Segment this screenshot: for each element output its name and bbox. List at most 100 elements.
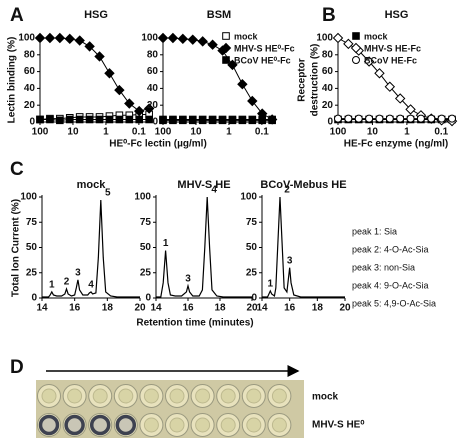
peak-note: peak 3: non-Sia [352, 262, 415, 272]
y-tick-label: 80 [322, 49, 334, 60]
well-center [143, 417, 159, 433]
x-tick-label: 1 [103, 127, 109, 138]
x-tick-label: 1 [404, 127, 410, 138]
marker [167, 32, 179, 44]
marker [94, 51, 105, 62]
y-tick-label: 50 [246, 242, 258, 253]
marker [169, 116, 177, 125]
x-tick-label: 20 [339, 303, 351, 314]
y-tick-label: 25 [26, 267, 38, 278]
marker [157, 32, 169, 44]
peak-label: 4 [211, 185, 217, 196]
y-tick-label: 0 [251, 293, 257, 304]
y-tick-label: 50 [140, 242, 152, 253]
y-tick-label: 60 [24, 66, 36, 77]
y-tick-label: 80 [147, 49, 159, 60]
peak-label: 1 [268, 279, 274, 290]
marker [56, 116, 64, 125]
legend-label: BCoV HE⁰-Fc [234, 55, 291, 65]
marker [125, 115, 134, 124]
y-tick-label: 100 [240, 192, 257, 203]
marker [437, 114, 446, 123]
series-line [156, 196, 252, 298]
marker [208, 116, 217, 125]
marker [134, 105, 145, 117]
marker [238, 116, 247, 125]
y-tick-label: 20 [147, 100, 159, 111]
well-center [195, 388, 211, 404]
marker [34, 32, 46, 44]
well-center [220, 417, 236, 433]
marker [427, 114, 436, 123]
marker [222, 32, 230, 40]
marker [343, 38, 354, 50]
legend-label: mock [364, 31, 389, 41]
x-tick-label: 100 [32, 127, 49, 138]
x-tick-label: 14 [36, 303, 48, 314]
plate-row-label: MHV-S HE⁰ [312, 420, 364, 431]
panel-letter: A [10, 5, 24, 26]
marker [207, 39, 218, 50]
x-tick-label: 20 [134, 303, 146, 314]
legend-label: MHV-S HE⁰-Fc [234, 43, 295, 53]
marker [332, 32, 344, 44]
y-tick-label: 100 [134, 192, 151, 203]
marker [416, 114, 425, 123]
series-line [42, 200, 140, 298]
chart-title: mock [77, 179, 107, 191]
x-tick-label: 18 [102, 303, 114, 314]
x-tick-label: 14 [150, 303, 162, 314]
well-center [169, 388, 185, 404]
panel-letter: D [10, 357, 24, 378]
x-tick-label: 0.1 [255, 127, 269, 138]
marker [197, 36, 208, 47]
y-axis-label: Total Ion Current (%) [11, 199, 22, 297]
marker [220, 42, 232, 54]
marker [350, 42, 362, 54]
marker [54, 32, 66, 44]
legend-label: BCoV HE-Fc [364, 55, 417, 65]
marker [36, 115, 44, 124]
y-tick-label: 100 [18, 33, 35, 44]
marker [64, 33, 75, 45]
x-tick-label: 16 [69, 303, 81, 314]
marker [74, 35, 85, 46]
marker [384, 81, 396, 92]
well-ring [89, 414, 111, 436]
y-axis-label: Receptor [297, 58, 308, 101]
marker [406, 114, 415, 123]
marker [228, 116, 237, 125]
marker [396, 114, 405, 123]
x-tick-label: 1 [226, 127, 232, 138]
x-tick-label: 100 [155, 127, 172, 138]
y-tick-label: 25 [246, 267, 258, 278]
marker [135, 115, 144, 124]
peak-label: 3 [185, 274, 191, 285]
marker [44, 32, 56, 44]
legend-label: mock [234, 31, 259, 41]
panel-letter: B [322, 5, 336, 26]
marker [237, 78, 248, 90]
y-tick-label: 80 [24, 49, 36, 60]
x-axis-label: HE-Fc enzyme (ng/ml) [344, 139, 448, 150]
x-tick-label: 16 [182, 303, 194, 314]
well-center [143, 388, 159, 404]
marker [374, 68, 385, 79]
y-tick-label: 75 [246, 217, 258, 228]
x-tick-label: 10 [367, 127, 379, 138]
chart-title: BCoV-Mebus HE [260, 179, 346, 191]
chart-title: HSG [84, 9, 108, 21]
marker [354, 114, 363, 123]
y-axis-label: Lectin binding (%) [7, 37, 18, 124]
well-center [246, 417, 262, 433]
y-axis-label: destruction (%) [310, 44, 321, 117]
marker [258, 116, 267, 125]
y-tick-label: 0 [31, 293, 37, 304]
well-ring [38, 414, 60, 436]
y-tick-label: 40 [24, 83, 36, 94]
marker [85, 115, 94, 124]
marker [334, 114, 342, 123]
peak-label: 1 [163, 238, 169, 249]
y-tick-label: 20 [322, 100, 334, 111]
y-tick-label: 0 [145, 293, 151, 304]
